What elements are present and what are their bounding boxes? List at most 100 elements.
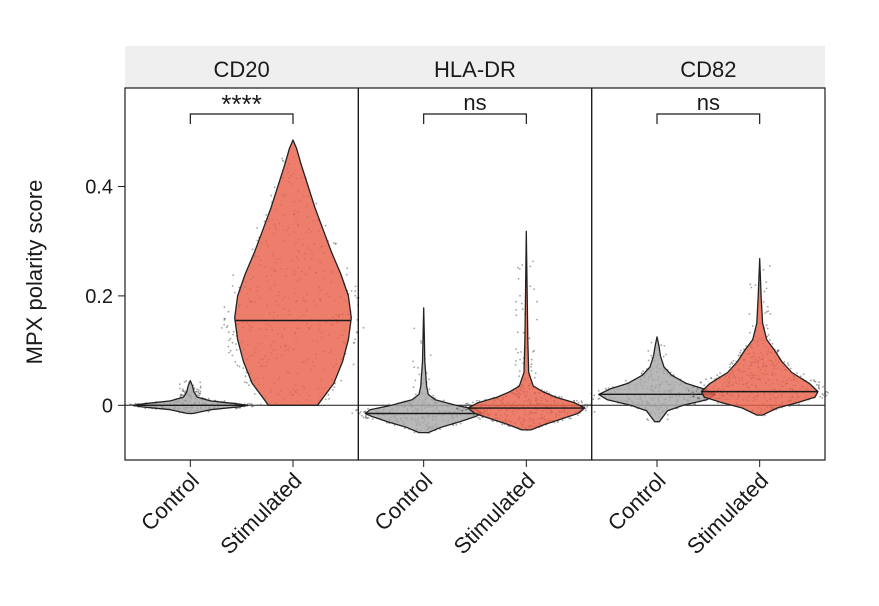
data-point (467, 403, 470, 406)
data-point (256, 227, 258, 229)
data-point (367, 407, 369, 410)
data-point (647, 350, 650, 352)
data-point (425, 372, 428, 374)
data-point (646, 418, 649, 420)
data-point (518, 370, 521, 372)
data-point (281, 157, 283, 160)
data-point (518, 375, 520, 377)
data-point (182, 390, 185, 392)
data-point (352, 341, 355, 344)
data-point (827, 392, 829, 394)
data-point (355, 409, 358, 412)
data-point (767, 310, 770, 312)
data-point (251, 248, 254, 251)
data-point (248, 384, 250, 386)
data-point (698, 397, 701, 400)
data-point (586, 405, 589, 408)
data-point (716, 374, 719, 377)
data-point (802, 373, 805, 376)
data-point (580, 400, 583, 402)
data-point (248, 402, 251, 405)
data-point (821, 397, 824, 399)
data-point (766, 335, 769, 338)
y-tick-label: 0.2 (85, 286, 113, 308)
data-point (533, 376, 536, 379)
data-point (728, 366, 731, 368)
data-point (256, 239, 259, 242)
data-point (740, 349, 742, 352)
panel-title: CD20 (214, 57, 270, 82)
data-point (515, 348, 517, 350)
data-point (665, 353, 667, 356)
data-point (818, 384, 820, 386)
data-point (501, 423, 504, 426)
data-point (777, 349, 780, 352)
data-point (592, 398, 595, 401)
data-point (442, 399, 445, 402)
data-point (199, 385, 202, 388)
data-point (346, 267, 349, 270)
data-point (581, 401, 583, 404)
data-point (536, 300, 538, 303)
data-point (324, 398, 327, 401)
data-point (362, 326, 365, 329)
data-point (207, 410, 210, 413)
data-point (196, 394, 199, 396)
data-point (532, 260, 534, 263)
data-point (252, 404, 255, 407)
data-point (700, 381, 703, 384)
data-point (460, 422, 462, 425)
data-point (472, 413, 475, 416)
data-point (223, 324, 226, 326)
data-point (517, 277, 520, 280)
data-point (589, 403, 592, 406)
data-point (577, 401, 580, 404)
data-point (705, 378, 707, 381)
data-point (244, 381, 246, 383)
data-point (560, 396, 563, 398)
data-point (404, 427, 406, 430)
data-point (234, 360, 237, 363)
data-point (766, 327, 769, 330)
x-tick-label: Stimulated (682, 468, 773, 559)
data-point (233, 291, 236, 294)
data-point (515, 300, 517, 303)
data-point (764, 312, 766, 314)
data-point (388, 403, 390, 406)
data-point (748, 313, 751, 315)
violin-stimulated (234, 139, 352, 406)
data-point (199, 390, 202, 393)
data-point (765, 324, 768, 327)
data-point (800, 375, 802, 378)
data-point (597, 390, 600, 392)
data-point (334, 242, 337, 245)
x-tick-label: Control (136, 468, 204, 536)
data-point (232, 330, 235, 333)
data-point (769, 313, 772, 315)
data-point (178, 383, 181, 386)
data-point (533, 349, 536, 352)
data-point (452, 424, 455, 427)
data-point (253, 393, 256, 395)
data-point (365, 417, 368, 419)
data-point (412, 386, 415, 389)
data-point (227, 331, 230, 334)
data-point (816, 383, 818, 386)
data-point (731, 362, 734, 365)
data-point (354, 285, 357, 288)
data-point (232, 274, 235, 276)
violin-stimulated (467, 230, 586, 431)
data-point (765, 287, 768, 290)
data-point (225, 326, 228, 329)
data-point (598, 397, 601, 400)
data-point (464, 408, 467, 411)
data-point (328, 398, 330, 400)
significance-bracket (423, 113, 527, 124)
data-point (822, 386, 824, 388)
data-point (231, 341, 234, 344)
data-point (529, 265, 532, 268)
panel-strip (591, 46, 825, 88)
data-point (247, 403, 249, 405)
data-point (690, 393, 693, 396)
